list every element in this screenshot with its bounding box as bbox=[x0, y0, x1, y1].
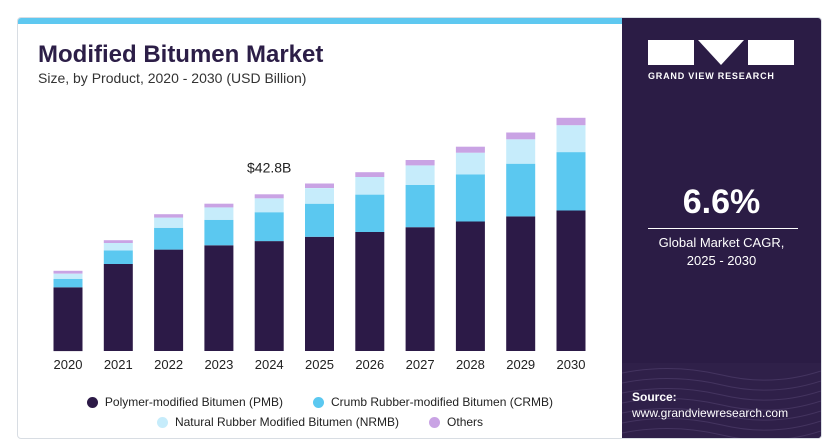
bar-segment-2020-s3 bbox=[53, 270, 83, 274]
bar-segment-2026-s0 bbox=[355, 232, 385, 351]
bar-segment-2030-s3 bbox=[556, 117, 586, 126]
x-tick-label-2030: 2030 bbox=[557, 357, 586, 372]
legend-label: Others bbox=[447, 415, 484, 429]
cagr-value: 6.6% bbox=[682, 183, 761, 221]
bar-segment-2024-s0 bbox=[254, 241, 284, 351]
legend-item-pmb: Polymer-modified Bitumen (PMB) bbox=[86, 395, 283, 409]
bar-segment-2023-s1 bbox=[204, 219, 234, 246]
brand-name: GRAND VIEW RESEARCH bbox=[648, 71, 775, 81]
accent-bar bbox=[18, 18, 622, 24]
bar-segment-2030-s2 bbox=[556, 125, 586, 153]
bar-segment-2021-s0 bbox=[103, 264, 133, 351]
legend-swatch bbox=[429, 416, 441, 428]
bar-segment-2027-s0 bbox=[405, 227, 435, 351]
bar-segment-2021-s1 bbox=[103, 250, 133, 264]
bar-segment-2020-s2 bbox=[53, 273, 83, 279]
logo-mark bbox=[648, 40, 794, 65]
bar-segment-2021-s2 bbox=[103, 243, 133, 251]
bar-segment-2024-s1 bbox=[254, 212, 284, 242]
bar-segment-2024-s2 bbox=[254, 198, 284, 213]
source-url: www.grandviewresearch.com bbox=[632, 406, 789, 420]
x-tick-label-2021: 2021 bbox=[104, 357, 133, 372]
x-tick-label-2026: 2026 bbox=[355, 357, 384, 372]
x-tick-label-2024: 2024 bbox=[255, 357, 284, 372]
x-tick-label-2027: 2027 bbox=[406, 357, 435, 372]
bar-segment-2029-s2 bbox=[506, 139, 536, 164]
data-label-2024: $42.8B bbox=[247, 159, 291, 175]
legend-label: Polymer-modified Bitumen (PMB) bbox=[104, 395, 283, 409]
legend-row-1: Polymer-modified Bitumen (PMB) Crumb Rub… bbox=[18, 392, 622, 412]
bar-segment-2027-s3 bbox=[405, 160, 435, 166]
bar-segment-2027-s2 bbox=[405, 165, 435, 185]
legend: Polymer-modified Bitumen (PMB) Crumb Rub… bbox=[18, 392, 622, 432]
x-tick-label-2028: 2028 bbox=[456, 357, 485, 372]
bar-chart: 2020 2021 2022 2023 $42.8B 2024 2025 2026 2027 20… bbox=[53, 117, 586, 372]
bar-segment-2022-s3 bbox=[154, 214, 184, 218]
x-tick-label-2020: 2020 bbox=[54, 357, 83, 372]
bar-segment-2022-s0 bbox=[154, 249, 184, 351]
bar-segment-2028-s0 bbox=[455, 221, 485, 351]
brand-logo: GRAND VIEW RESEARCH bbox=[648, 40, 794, 81]
legend-item-others: Others bbox=[429, 415, 483, 429]
wave-pattern bbox=[622, 367, 821, 438]
bar-segment-2029-s0 bbox=[506, 216, 536, 351]
bar-segment-2025-s3 bbox=[305, 183, 334, 188]
bar-segment-2023-s3 bbox=[204, 203, 234, 208]
bar-segment-2028-s1 bbox=[455, 174, 485, 222]
x-tick-label-2022: 2022 bbox=[154, 357, 183, 372]
cagr-label: Global Market CAGR, 2025 - 2030 bbox=[622, 234, 821, 270]
legend-item-crmb: Crumb Rubber-modified Bitumen (CRMB) bbox=[312, 395, 554, 409]
source-label: Source: bbox=[632, 390, 677, 404]
bar-segment-2025-s0 bbox=[305, 236, 334, 351]
bar-segment-2026-s1 bbox=[355, 194, 385, 232]
bar-segment-2020-s0 bbox=[53, 287, 83, 352]
bar-segment-2029-s3 bbox=[506, 132, 536, 140]
bar-segment-2021-s3 bbox=[103, 240, 133, 243]
bar-segment-2028-s3 bbox=[455, 146, 485, 153]
bar-segment-2022-s1 bbox=[154, 227, 184, 250]
legend-row-2: Natural Rubber Modified Bitumen (NRMB) O… bbox=[18, 412, 622, 432]
chart-title: Modified Bitumen Market bbox=[38, 41, 324, 68]
bar-segment-2026-s2 bbox=[355, 177, 385, 195]
bar-segment-2029-s1 bbox=[506, 163, 536, 217]
chart-card: Modified Bitumen Market Size, by Product… bbox=[17, 17, 822, 439]
bar-segment-2023-s0 bbox=[204, 245, 234, 351]
bar-segment-2026-s3 bbox=[355, 172, 385, 177]
legend-label: Crumb Rubber-modified Bitumen (CRMB) bbox=[330, 395, 554, 409]
bar-segment-2020-s1 bbox=[53, 278, 83, 288]
bar-segment-2028-s2 bbox=[455, 152, 485, 175]
legend-swatch bbox=[86, 396, 98, 408]
side-panel: GRAND VIEW RESEARCH 6.6% Global Market C… bbox=[622, 18, 821, 438]
legend-swatch bbox=[156, 416, 168, 428]
legend-item-nrmb: Natural Rubber Modified Bitumen (NRMB) bbox=[156, 415, 400, 429]
bar-segment-2023-s2 bbox=[204, 207, 234, 220]
x-tick-label-2025: 2025 bbox=[305, 357, 334, 372]
bar-segment-2025-s1 bbox=[305, 203, 334, 237]
x-tick-label-2023: 2023 bbox=[204, 357, 233, 372]
legend-swatch bbox=[312, 396, 324, 408]
bar-segment-2025-s2 bbox=[305, 188, 334, 204]
legend-label: Natural Rubber Modified Bitumen (NRMB) bbox=[174, 415, 400, 429]
bar-segment-2030-s0 bbox=[556, 210, 586, 351]
bar-segment-2030-s1 bbox=[556, 152, 586, 211]
divider bbox=[648, 228, 798, 229]
cagr-label-line-2: 2025 - 2030 bbox=[686, 253, 757, 268]
bar-segment-2027-s1 bbox=[405, 185, 435, 228]
bar-segment-2024-s3 bbox=[254, 194, 284, 199]
chart-subtitle: Size, by Product, 2020 - 2030 (USD Billi… bbox=[38, 70, 307, 86]
cagr-label-line-1: Global Market CAGR, bbox=[658, 235, 785, 250]
x-tick-label-2029: 2029 bbox=[506, 357, 535, 372]
source-box: Source: www.grandviewresearch.com bbox=[622, 363, 821, 438]
bar-segment-2022-s2 bbox=[154, 217, 184, 228]
